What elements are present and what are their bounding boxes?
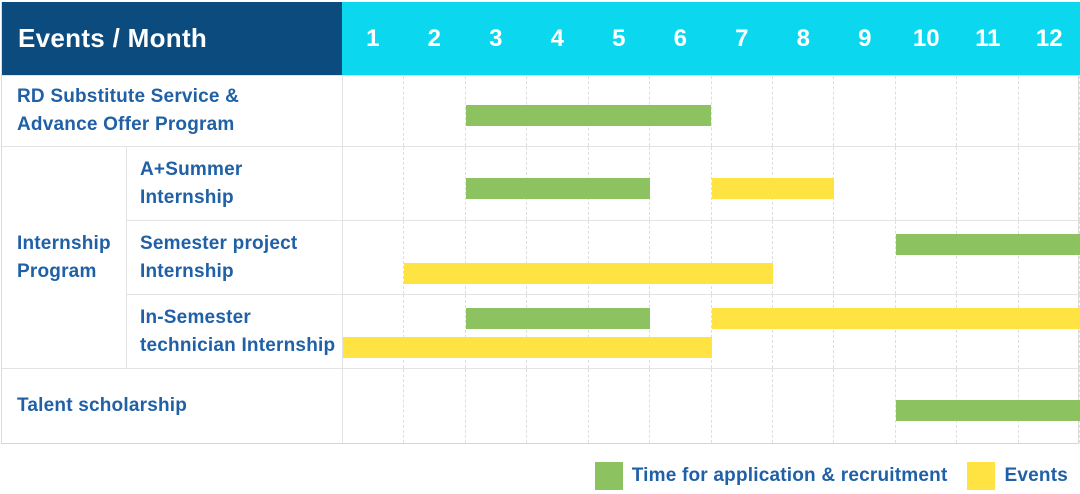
month-grid-cell-7	[712, 221, 773, 294]
events-color-swatch	[967, 462, 996, 490]
legend-item-events: Events	[967, 462, 1068, 490]
month-grid-cell-8	[773, 369, 835, 443]
gantt-bar-application-m3-m6	[465, 105, 712, 126]
month-grid-cell-7	[712, 369, 773, 443]
month-grid-cell-11	[957, 221, 1019, 294]
month-grid-cell-2	[404, 221, 466, 294]
month-grid-cell-9	[834, 369, 896, 443]
chart-row-semester-project-internship	[342, 220, 1080, 294]
month-grid-cell-10	[896, 147, 958, 220]
month-grid-cell-2	[404, 369, 466, 443]
legend-item-application: Time for application & recruitment	[594, 462, 948, 490]
row-label-a-plus-summer-internship: A+Summer Internship	[126, 146, 342, 220]
month-header-8: 8	[796, 24, 810, 52]
month-grid-cell-12	[1019, 147, 1080, 220]
month-grid-cell-3	[466, 295, 528, 368]
gantt-bar-events-m1-m6	[343, 337, 712, 358]
month-grid-cell-5	[589, 221, 651, 294]
month-grid-cell-9	[834, 221, 896, 294]
month-grid-cell-9	[834, 147, 896, 220]
month-grid-cell-7	[712, 295, 773, 368]
month-grid-cell-8	[773, 221, 835, 294]
month-grid-cell-6	[650, 221, 712, 294]
month-grid-cell-11	[957, 76, 1019, 146]
month-header-6: 6	[673, 24, 687, 52]
month-grid-cell-1	[343, 147, 405, 220]
month-grid-cell-10	[896, 221, 958, 294]
month-grid-cell-10	[896, 295, 958, 368]
gantt-bar-application-m3-m5	[465, 177, 651, 199]
row-label-rd-substitute-service: RD Substitute Service & Advance Offer Pr…	[2, 75, 342, 146]
month-grid-cell-6	[650, 295, 712, 368]
gantt-bar-application-m3-m5	[465, 308, 651, 329]
month-grid-cell-12	[1019, 295, 1080, 368]
month-grid-cell-9	[834, 76, 896, 146]
month-grid-cell-10	[896, 76, 958, 146]
month-grid-cell-11	[957, 147, 1019, 220]
month-grid-cell-3	[466, 369, 528, 443]
month-grid-cell-12	[1019, 76, 1080, 146]
month-grid-cell-1	[343, 76, 405, 146]
header-events-month-cell: Events / Month	[2, 2, 342, 75]
month-grid-cell-6	[650, 369, 712, 443]
month-grid-cell-5	[589, 369, 651, 443]
month-grid-cell-1	[343, 221, 405, 294]
month-header-12: 12	[1035, 24, 1063, 52]
gantt-bar-events-m7-m12	[711, 308, 1080, 329]
application-color-swatch	[594, 462, 623, 490]
month-header-row: 1 2 3 4 5 6 7 8 9 10 11 12	[342, 2, 1080, 75]
gantt-bar-events-m7-m8	[711, 177, 835, 199]
month-grid-cell-11	[957, 295, 1019, 368]
chart-row-rd-substitute-service	[342, 75, 1080, 146]
month-grid-cell-1	[343, 295, 405, 368]
month-header-2: 2	[427, 24, 441, 52]
month-grid-cell-2	[404, 76, 466, 146]
month-grid-cell-4	[527, 369, 589, 443]
schedule-table: Events / Month 1 2 3 4 5 6 7 8 9 10 11 12 RD Substi…	[1, 2, 1080, 444]
month-grid-cell-2	[404, 295, 466, 368]
month-grid-cell-12	[1019, 221, 1080, 294]
month-header-1: 1	[366, 24, 380, 52]
gantt-bar-application-m10-m12	[895, 400, 1080, 421]
chart-row-a-plus-summer-internship	[342, 146, 1080, 220]
month-grid-cell-1	[343, 369, 405, 443]
legend: Time for application & recruitment Event…	[594, 462, 1068, 490]
chart-row-in-semester-technician-internship	[342, 294, 1080, 368]
month-grid-cell-8	[773, 295, 835, 368]
row-label-talent-scholarship: Talent scholarship	[2, 368, 342, 443]
gantt-bar-events-m2-m7	[404, 263, 773, 284]
month-header-11: 11	[975, 24, 1001, 52]
month-header-10: 10	[912, 24, 940, 52]
chart-row-talent-scholarship	[342, 368, 1080, 443]
month-grid-cell-2	[404, 147, 466, 220]
month-grid-cell-8	[773, 76, 835, 146]
month-header-7: 7	[735, 24, 749, 52]
month-grid-cell-9	[834, 295, 896, 368]
group-label-internship-program: Internship Program	[2, 146, 126, 368]
month-header-9: 9	[858, 24, 872, 52]
month-grid-cell-4	[527, 221, 589, 294]
month-grid-cell-7	[712, 76, 773, 146]
legend-label-events: Events	[1004, 465, 1068, 486]
month-header-3: 3	[489, 24, 503, 52]
gantt-bar-application-m10-m12	[895, 234, 1080, 255]
month-grid-cell-5	[589, 295, 651, 368]
month-grid-cell-4	[527, 295, 589, 368]
legend-label-application: Time for application & recruitment	[631, 465, 948, 486]
row-label-in-semester-technician-internship: In-Semester technician Internship	[126, 294, 342, 368]
month-grid-cell-6	[650, 147, 712, 220]
month-header-5: 5	[612, 24, 626, 52]
row-label-semester-project-internship: Semester project Internship	[126, 220, 342, 294]
month-header-4: 4	[550, 24, 564, 52]
month-grid-cell-3	[466, 221, 528, 294]
